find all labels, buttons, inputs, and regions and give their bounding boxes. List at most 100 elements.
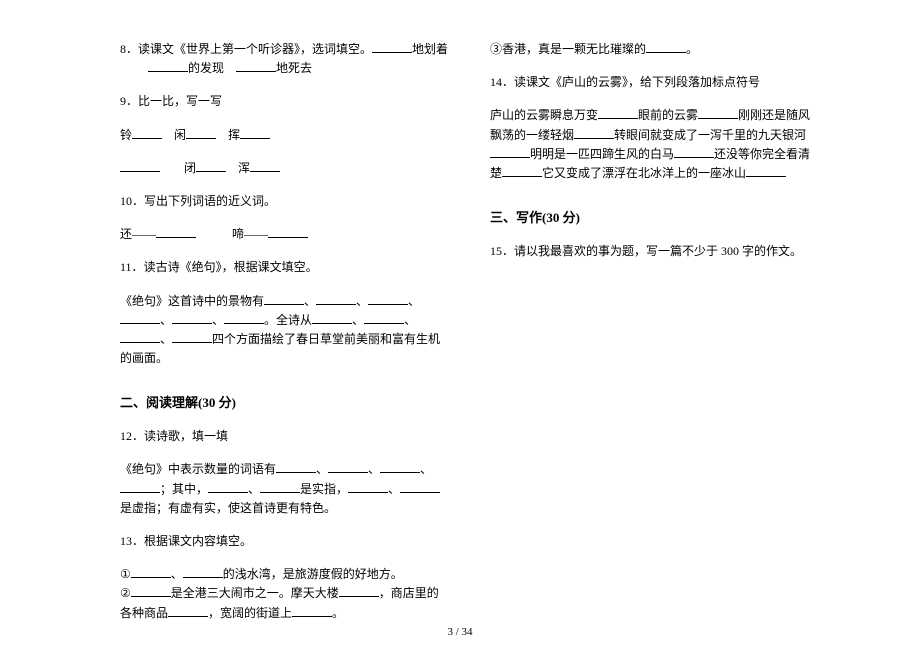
q11-title: 11．读古诗《绝句》，根据课文填空。 [120, 258, 450, 277]
q15-text: 请以我最喜欢的事为题，写一篇不少于 300 字的作文。 [514, 244, 802, 258]
q11-c: 四个方面描绘了春日草堂前美丽和富有生机的画面。 [120, 332, 440, 365]
q12-d: 是虚指；有虚有实，使这首诗更有特色。 [120, 501, 336, 515]
blank [268, 227, 308, 238]
blank [120, 331, 160, 342]
q10-num: 10． [120, 194, 144, 208]
q11-a: 《绝句》这首诗中的景物有 [120, 294, 264, 308]
q9-r1a: 铃 [120, 128, 132, 142]
blank [120, 312, 160, 323]
q12-text: 读诗歌，填一填 [144, 429, 228, 443]
q13-num: 13． [120, 534, 144, 548]
q12-a: 《绝句》中表示数量的词语有 [120, 462, 276, 476]
blank [746, 166, 786, 177]
blank [502, 166, 542, 177]
blank [364, 312, 404, 323]
q8-num: 8． [120, 42, 138, 56]
two-column-layout: 8．读课文《世界上第一个听诊器》，选词填空。地划着 的发现 地死去 9．比一比，… [0, 40, 920, 637]
blank [646, 42, 686, 53]
blank [400, 481, 440, 492]
q12-c: 是实指， [300, 482, 348, 496]
q13-title: 13．根据课文内容填空。 [120, 532, 450, 551]
section-3-title: 三、写作(30 分) [490, 207, 820, 226]
q11-b: 。全诗从 [264, 313, 312, 327]
blank [276, 462, 316, 473]
q9-r1c: 挥 [228, 128, 240, 142]
q12-b: ；其中， [160, 482, 208, 496]
q10-w1: 还—— [120, 227, 156, 241]
q9-row1: 铃 闲 挥 [120, 126, 450, 145]
q14-e: 明明是一匹四蹄生风的白马 [530, 147, 674, 161]
q11-body: 《绝句》这首诗中的景物有、、、、、。全诗从、、、四个方面描绘了春日草堂前美丽和富… [120, 292, 450, 369]
blank [674, 146, 714, 157]
blank [368, 293, 408, 304]
blank [132, 127, 162, 138]
right-column: ③香港，真是一颗无比璀璨的。 14．读课文《庐山的云雾》，给下列段落加标点符号 … [490, 40, 820, 637]
q13-l1b: 的浅水湾，是旅游度假的好地方。 [223, 567, 403, 581]
q11-num: 11． [120, 260, 144, 274]
q13-l2d: ，宽阔的街道上 [208, 606, 292, 620]
q12-body: 《绝句》中表示数量的词语有、、、；其中，、是实指，、是虚指；有虚有实，使这首诗更… [120, 460, 450, 518]
r1-b: 。 [686, 42, 698, 56]
q9-r2b: 闭 [184, 161, 196, 175]
q13-text: 根据课文内容填空。 [144, 534, 252, 548]
q10-title: 10．写出下列词语的近义词。 [120, 192, 450, 211]
blank [131, 567, 171, 578]
q13-line3: ③香港，真是一颗无比璀璨的。 [490, 40, 820, 59]
q8-t2: 的发现 [188, 61, 224, 75]
q15-num: 15． [490, 244, 514, 258]
blank [183, 567, 223, 578]
blank [348, 481, 388, 492]
section-2-title: 二、阅读理解(30 分) [120, 392, 450, 411]
q9-num: 9． [120, 94, 138, 108]
q13-l2a: ② [120, 586, 131, 600]
q9-row2: 闭 浑 [120, 159, 450, 178]
left-column: 8．读课文《世界上第一个听诊器》，选词填空。地划着 的发现 地死去 9．比一比，… [120, 40, 450, 637]
blank [260, 481, 300, 492]
q14-b: 眼前的云雾 [638, 108, 698, 122]
q14-a: 庐山的云雾瞬息万变 [490, 108, 598, 122]
blank [236, 61, 276, 72]
q13-l2b: 是全港三大闹市之一。摩天大楼 [171, 586, 339, 600]
blank [196, 160, 226, 171]
page-footer: 3 / 34 [0, 626, 920, 638]
blank [698, 108, 738, 119]
q10-w2: 啼—— [232, 227, 268, 241]
blank [120, 160, 160, 171]
blank [120, 481, 160, 492]
blank [490, 146, 530, 157]
q14-title: 14．读课文《庐山的云雾》，给下列段落加标点符号 [490, 73, 820, 92]
blank [328, 462, 368, 473]
q9-text: 比一比，写一写 [138, 94, 222, 108]
blank [316, 293, 356, 304]
q9-r1b: 闲 [174, 128, 186, 142]
q9-title: 9．比一比，写一写 [120, 92, 450, 111]
q14-text: 读课文《庐山的云雾》，给下列段落加标点符号 [514, 75, 760, 89]
q10-text: 写出下列词语的近义词。 [144, 194, 276, 208]
blank [172, 312, 212, 323]
blank [224, 312, 264, 323]
q14-g: 它又变成了漂浮在北冰洋上的一座冰山 [542, 166, 746, 180]
q11-text: 读古诗《绝句》，根据课文填空。 [144, 260, 318, 274]
q13-l1a: ① [120, 567, 131, 581]
q8-t3: 地死去 [276, 61, 312, 75]
blank [208, 481, 248, 492]
blank [250, 160, 280, 171]
q15: 15．请以我最喜欢的事为题，写一篇不少于 300 字的作文。 [490, 242, 820, 261]
q14-num: 14． [490, 75, 514, 89]
blank [380, 462, 420, 473]
blank [312, 312, 352, 323]
blank [264, 293, 304, 304]
q13-body: ①、的浅水湾，是旅游度假的好地方。 ②是全港三大闹市之一。摩天大楼，商店里的各种… [120, 565, 450, 623]
q8: 8．读课文《世界上第一个听诊器》，选词填空。地划着 的发现 地死去 [120, 40, 450, 78]
q13-l2e: 。 [332, 606, 344, 620]
blank [372, 42, 412, 53]
blank [186, 127, 216, 138]
q8-t1: 地划着 [412, 42, 448, 56]
blank [574, 127, 614, 138]
blank [598, 108, 638, 119]
q14-body: 庐山的云雾瞬息万变眼前的云雾刚刚还是随风飘荡的一缕轻烟转眼间就变成了一泻千里的九… [490, 106, 820, 183]
q12-num: 12． [120, 429, 144, 443]
blank [339, 586, 379, 597]
blank [131, 586, 171, 597]
q14-d: 转眼间就变成了一泻千里的九天银河 [614, 128, 806, 142]
